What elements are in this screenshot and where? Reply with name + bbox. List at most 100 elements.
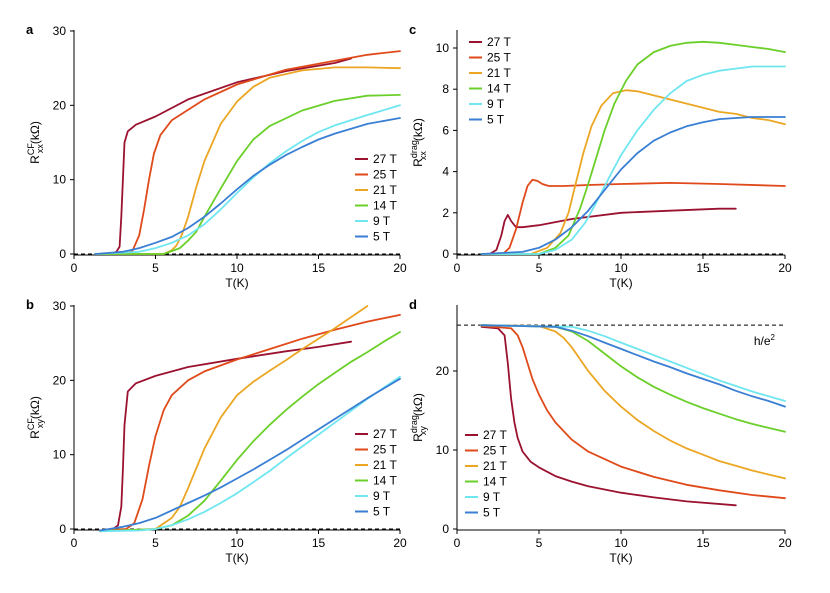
y-tick-label: 20 (436, 364, 450, 378)
panel-d: 0 5 10 15 20 0 10 20 h/e2 27 T 25 T21 T 14 T9 T 5 T T… (409, 297, 792, 565)
series-line-14t (480, 324, 786, 433)
x-tick-label: 10 (614, 261, 628, 275)
series-line-5t (94, 117, 401, 255)
series-line-25t (480, 325, 786, 500)
x-tick-label: 5 (536, 261, 543, 275)
x-tick-label: 15 (696, 261, 710, 275)
series-line-9t (99, 375, 401, 533)
y-tick-label: 2 (442, 206, 449, 220)
legend-label: 27 T (373, 427, 397, 441)
x-tick-label: 15 (312, 536, 326, 550)
y-axis-label: Rdragxy(kΩ) (409, 393, 428, 442)
x-tick-label: 10 (230, 536, 244, 550)
x-tick-label: 20 (393, 536, 407, 550)
x-tick-label: 20 (778, 261, 792, 275)
legend-label: 14 T (483, 475, 507, 489)
y-tick-label: 10 (53, 448, 67, 462)
legend-label: 21 T (373, 183, 397, 197)
series-line-9t (94, 104, 401, 255)
legend-label: 14 T (373, 474, 397, 488)
series-line-27t (99, 340, 352, 532)
y-tick-label: 10 (436, 41, 450, 55)
legend-label: 5 T (373, 505, 391, 519)
legend-label: 5 T (483, 506, 501, 520)
x-tick-label: 10 (230, 261, 244, 275)
y-tick-label: 30 (53, 299, 67, 313)
legend-label: 9 T (487, 97, 505, 111)
series-line-14t (480, 40, 786, 255)
x-tick-label: 5 (152, 261, 159, 275)
series-line-5t (480, 324, 786, 408)
legend-label: 27 T (373, 152, 397, 166)
series-line-14t (99, 331, 401, 533)
panel-c: 0 5 10 15 20 0 2 4 6 8 10 27 T 25 T21 T 14 T9 T 5 T T(K… (409, 22, 792, 290)
y-tick-label: 30 (53, 24, 67, 38)
y-tick-label: 20 (53, 98, 67, 112)
y-tick-label: 20 (53, 373, 67, 387)
series-line-25t (94, 50, 401, 255)
legend-label: 21 T (487, 66, 511, 80)
legend-label: 9 T (373, 489, 391, 503)
legend-label: 14 T (373, 199, 397, 213)
y-tick-label: 10 (53, 173, 67, 187)
x-axis-label: T(K) (225, 551, 248, 565)
x-tick-label: 20 (778, 536, 792, 550)
x-tick-label: 20 (393, 261, 407, 275)
legend-label: 5 T (373, 230, 391, 244)
series-line-25t (99, 314, 401, 532)
x-tick-label: 0 (454, 261, 461, 275)
legend-label: 21 T (373, 458, 397, 472)
series-line-21t (94, 66, 401, 255)
series-line-5t (99, 377, 401, 532)
x-tick-label: 10 (614, 536, 628, 550)
series-line-25t (480, 178, 786, 255)
y-tick-label: 0 (59, 522, 66, 536)
y-axis-label: RCFxx(kΩ) (26, 121, 45, 164)
x-axis-label: T(K) (609, 551, 632, 565)
x-tick-label: 5 (152, 536, 159, 550)
y-tick-label: 0 (442, 522, 449, 536)
y-tick-label: 4 (442, 165, 449, 179)
x-tick-label: 0 (71, 261, 78, 275)
x-axis-label: T(K) (609, 276, 632, 290)
series-line-9t (480, 65, 786, 255)
series-line-21t (480, 324, 786, 480)
legend-label: 25 T (373, 443, 397, 457)
hline-annotation: h/e2 (754, 333, 776, 348)
x-tick-label: 15 (696, 536, 710, 550)
y-tick-label: 0 (442, 247, 449, 261)
legend-label: 5 T (487, 113, 505, 127)
y-tick-label: 0 (59, 247, 66, 261)
legend-label: 9 T (483, 490, 501, 504)
series-line-21t (99, 305, 369, 533)
legend-label: 21 T (483, 459, 507, 473)
series-line-14t (94, 94, 401, 255)
legend-label: 9 T (373, 214, 391, 228)
panel-b: 0 5 10 15 20 0 10 20 30 27 T 25 T21 T 14 T9 T 5 T T(K… (26, 297, 407, 565)
x-tick-label: 15 (312, 261, 326, 275)
x-tick-label: 0 (454, 536, 461, 550)
series-line-9t (480, 324, 786, 402)
x-tick-label: 5 (536, 536, 543, 550)
series-line-5t (480, 116, 786, 255)
panel-label: c (409, 22, 416, 37)
panel-a: 0 5 10 15 20 0 10 20 30 27 T 25 T21 T 14 T9 T 5 T T(K… (26, 22, 407, 290)
y-tick-label: 6 (442, 123, 449, 137)
y-tick-label: 8 (442, 82, 449, 96)
legend-label: 25 T (483, 444, 507, 458)
legend-label: 25 T (373, 168, 397, 182)
legend-label: 27 T (487, 35, 511, 49)
series-line-21t (480, 89, 786, 255)
legend-label: 25 T (487, 51, 511, 65)
x-tick-label: 0 (71, 536, 78, 550)
y-tick-label: 10 (436, 443, 450, 457)
y-axis-label: RCFxy(kΩ) (26, 396, 45, 439)
panel-label: b (26, 297, 34, 312)
legend-label: 14 T (487, 82, 511, 96)
y-axis-label: Rdragxx(kΩ) (409, 118, 428, 167)
legend-label: 27 T (483, 428, 507, 442)
series-line-27t (480, 325, 737, 507)
x-axis-label: T(K) (225, 276, 248, 290)
panel-label: d (409, 297, 417, 312)
